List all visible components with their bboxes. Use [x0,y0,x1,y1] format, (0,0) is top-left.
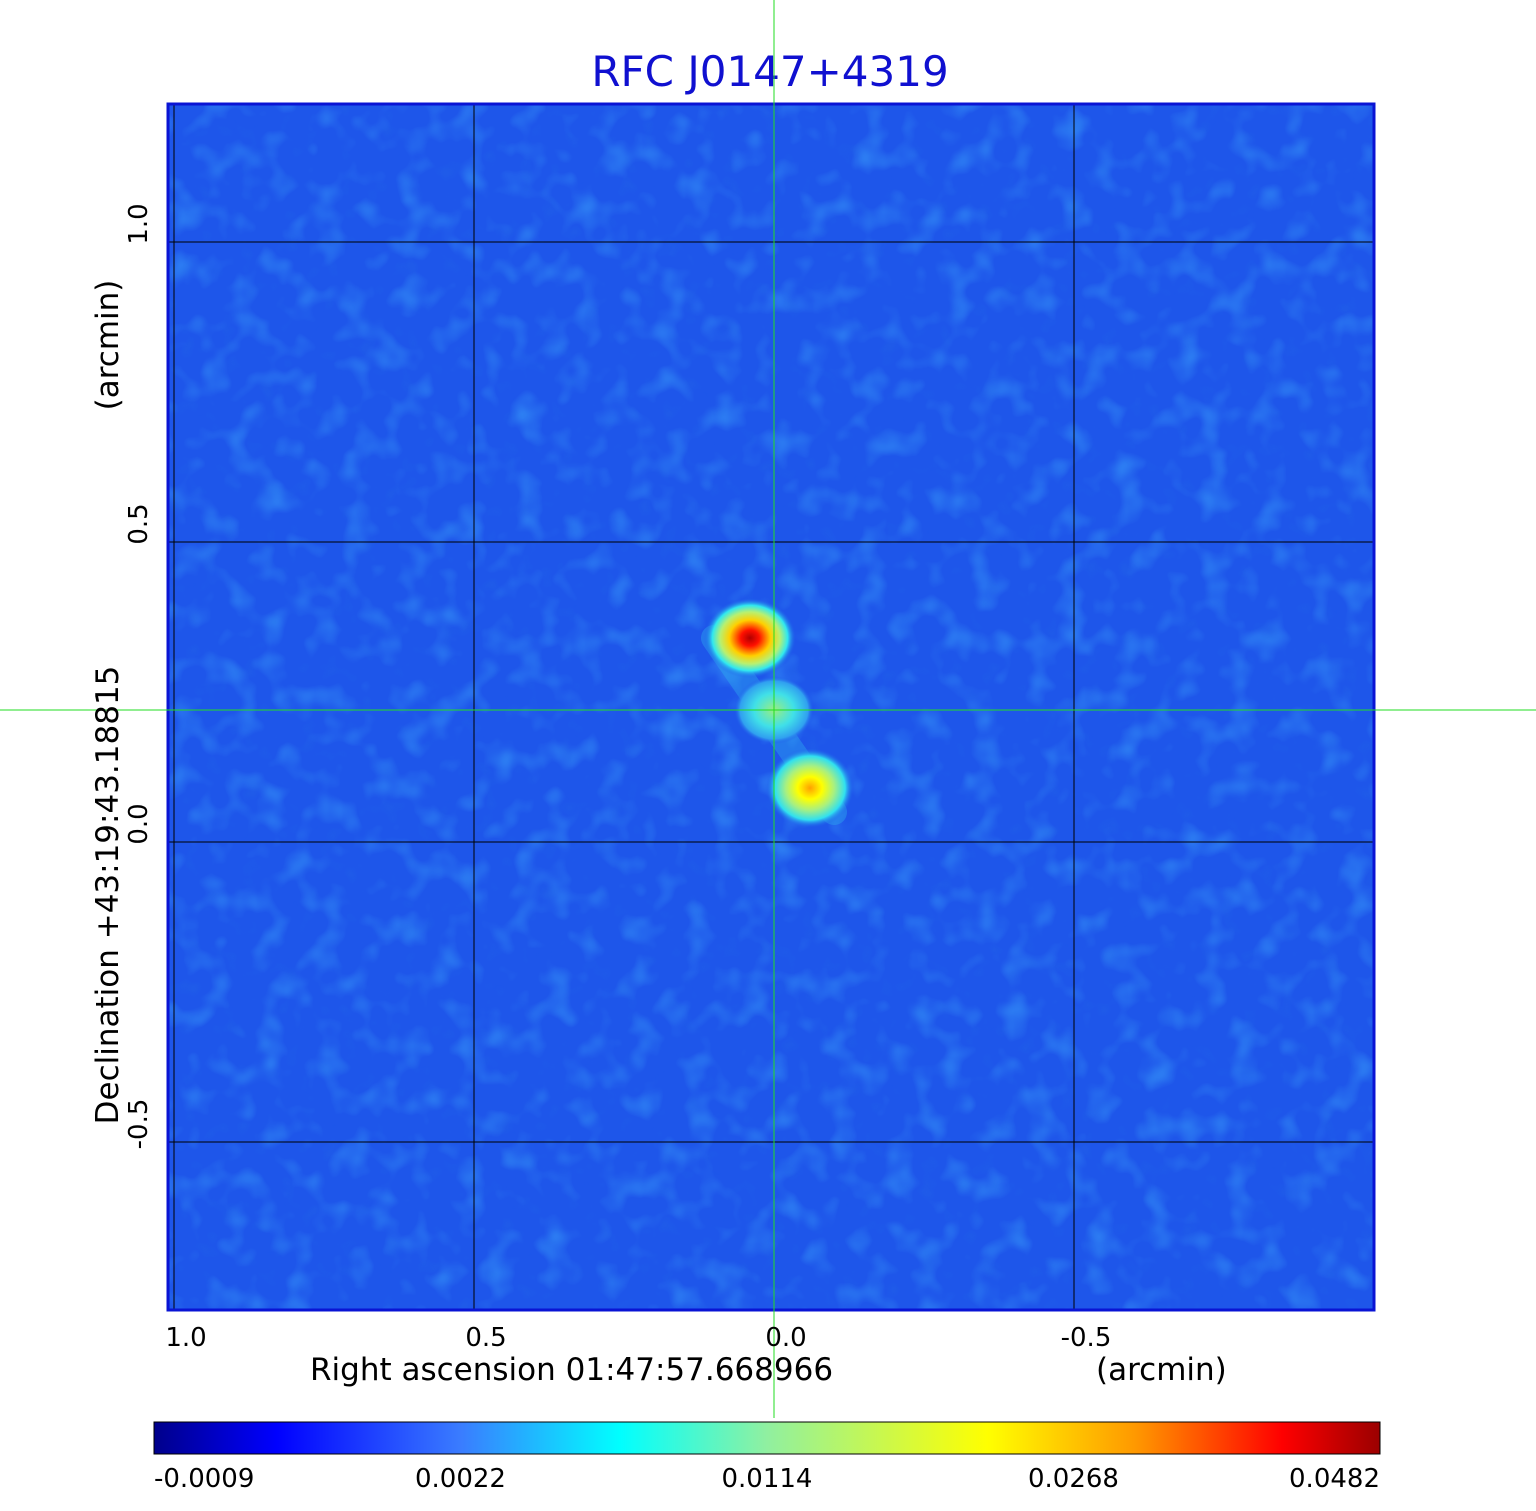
x-tick-label: 1.0 [165,1323,206,1353]
colorbar-tick-label: 0.0268 [1028,1464,1119,1494]
colorbar-gradient [153,1421,1381,1455]
y-tick-label: -0.5 [124,1099,154,1150]
x-tick-label: 0.0 [765,1323,806,1353]
y-tick-label: 0.5 [124,503,154,544]
plot-area [168,104,1374,1310]
x-axis-label: Right ascension 01:47:57.668966 [310,1352,833,1388]
colorbar: -0.0009 0.0022 0.0114 0.0268 0.0482 [153,1421,1381,1494]
y-axis-unit: (arcmin) [90,280,126,411]
crosshair [0,0,1536,1418]
source-components [701,598,854,828]
y-axis-label: Declination +43:19:43.18815 [90,666,126,1125]
title: RFC J0147+4319 [591,47,948,96]
colorbar-tick-label: 0.0114 [722,1464,813,1494]
source-component-1 [704,598,796,678]
y-tick-labels: 1.0 0.5 0.0 -0.5 [124,203,154,1149]
x-axis-unit: (arcmin) [1096,1352,1227,1388]
colorbar-tick-labels: -0.0009 0.0022 0.0114 0.0268 0.0482 [154,1464,1380,1494]
x-tick-label: -0.5 [1061,1323,1112,1353]
source-component-3 [766,748,854,828]
colorbar-tick-label: 0.0482 [1289,1464,1380,1494]
colorbar-tick-label: 0.0022 [415,1464,506,1494]
plot-frame [166,102,1376,1312]
x-tick-labels: 1.0 0.5 0.0 -0.5 [165,1323,1111,1353]
chart-title: RFC J0147+4319 [591,47,948,96]
y-tick-label: 1.0 [124,203,154,244]
x-tick-label: 0.5 [465,1323,506,1353]
colorbar-tick-label: -0.0009 [154,1464,254,1494]
y-tick-label: 0.0 [124,803,154,844]
